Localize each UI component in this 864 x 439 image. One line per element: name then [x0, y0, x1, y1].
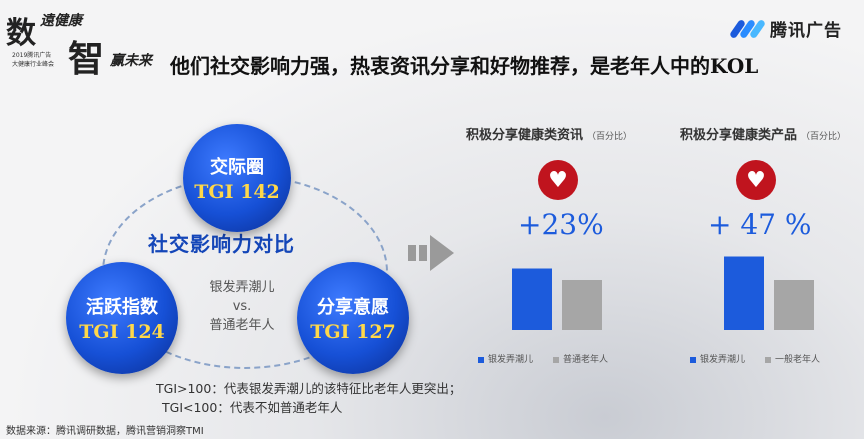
legend-label: 银发弄潮儿: [488, 355, 534, 365]
vs-block: 银发弄潮儿 vs. 普通老年人: [196, 278, 288, 335]
chart-2-title: 积极分享健康类产品 （百分比）: [680, 124, 846, 143]
circle-label: 交际圈: [210, 157, 264, 178]
vs-group-a: 银发弄潮儿: [209, 280, 275, 295]
circle-label: 分享意愿: [317, 297, 389, 318]
right-arrow-icon: [408, 235, 454, 271]
event-logo-char-3: 遠健康: [40, 13, 82, 29]
circle-share-willingness: 分享意愿 TGI 127: [297, 262, 409, 374]
chart-2-title-text: 积极分享健康类产品: [680, 128, 798, 143]
chart-1-unit: （百分比）: [587, 132, 633, 142]
event-logo-char-2: 智: [68, 38, 105, 80]
bar-chart2-ordinary: [774, 280, 814, 330]
event-logo: 数 遠健康 智 赢未来 2019腾讯广告 大健康行业峰会: [6, 6, 166, 86]
heart-icon: ♥: [736, 160, 776, 200]
legend-item: 一般老年人: [765, 352, 820, 365]
chart-1-title: 积极分享健康类资讯 （百分比）: [466, 124, 632, 143]
chart-1-legend: 银发弄潮儿 普通老年人: [478, 352, 608, 365]
chart-2-unit: （百分比）: [801, 132, 847, 142]
legend-label: 一般老年人: [775, 355, 821, 365]
event-logo-line2: 大健康行业峰会: [12, 61, 55, 68]
event-logo-char-4: 赢未来: [110, 53, 152, 69]
chart-2-legend: 银发弄潮儿 一般老年人: [690, 352, 820, 365]
vs-group-b: 普通老年人: [209, 318, 275, 333]
legend-item: 普通老年人: [553, 352, 608, 365]
brand-logo: 腾讯广告: [728, 16, 842, 41]
legend-item: 银发弄潮儿: [478, 352, 533, 365]
brand-name: 腾讯广告: [770, 21, 842, 41]
circle-label: 活跃指数: [86, 297, 158, 318]
event-logo-line1: 2019腾讯广告: [12, 52, 52, 59]
heart-icon: ♥: [538, 160, 578, 200]
bar-chart1-ordinary: [562, 280, 602, 330]
circle-tgi: TGI 127: [310, 321, 396, 343]
chart-1-title-text: 积极分享健康类资讯: [466, 128, 584, 143]
diagram-center-title: 社交影响力对比: [148, 232, 295, 256]
event-logo-char-1: 数: [6, 16, 36, 51]
chart-1-annotation: +23%: [518, 208, 604, 241]
tgi-note-line: TGI>100：代表银发弄潮儿的该特征比老年人更突出；: [156, 381, 462, 396]
circle-activity-index: 活跃指数 TGI 124: [66, 262, 178, 374]
legend-label: 普通老年人: [563, 355, 609, 365]
tgi-notes: TGI>100：代表银发弄潮儿的该特征比老年人更突出； TGI<100：代表不如…: [156, 379, 461, 417]
vs-text: vs.: [232, 299, 252, 314]
circle-social-circle: 交际圈 TGI 142: [183, 124, 291, 232]
page-title: 他们社交影响力强，热衷资讯分享和好物推荐，是老年人中的KOL: [170, 54, 759, 78]
data-source: 数据来源：腾讯调研数据，腾讯营销洞察TMI: [6, 426, 204, 437]
legend-item: 银发弄潮儿: [690, 352, 745, 365]
bar-chart2-silver: [724, 256, 764, 330]
bar-chart1-silver: [512, 268, 552, 330]
circle-tgi: TGI 142: [194, 181, 280, 203]
chart-2-annotation: + 47 %: [708, 208, 812, 241]
circle-tgi: TGI 124: [79, 321, 165, 343]
legend-label: 银发弄潮儿: [700, 355, 746, 365]
tgi-note-line: TGI<100：代表不如普通老年人: [162, 400, 343, 415]
